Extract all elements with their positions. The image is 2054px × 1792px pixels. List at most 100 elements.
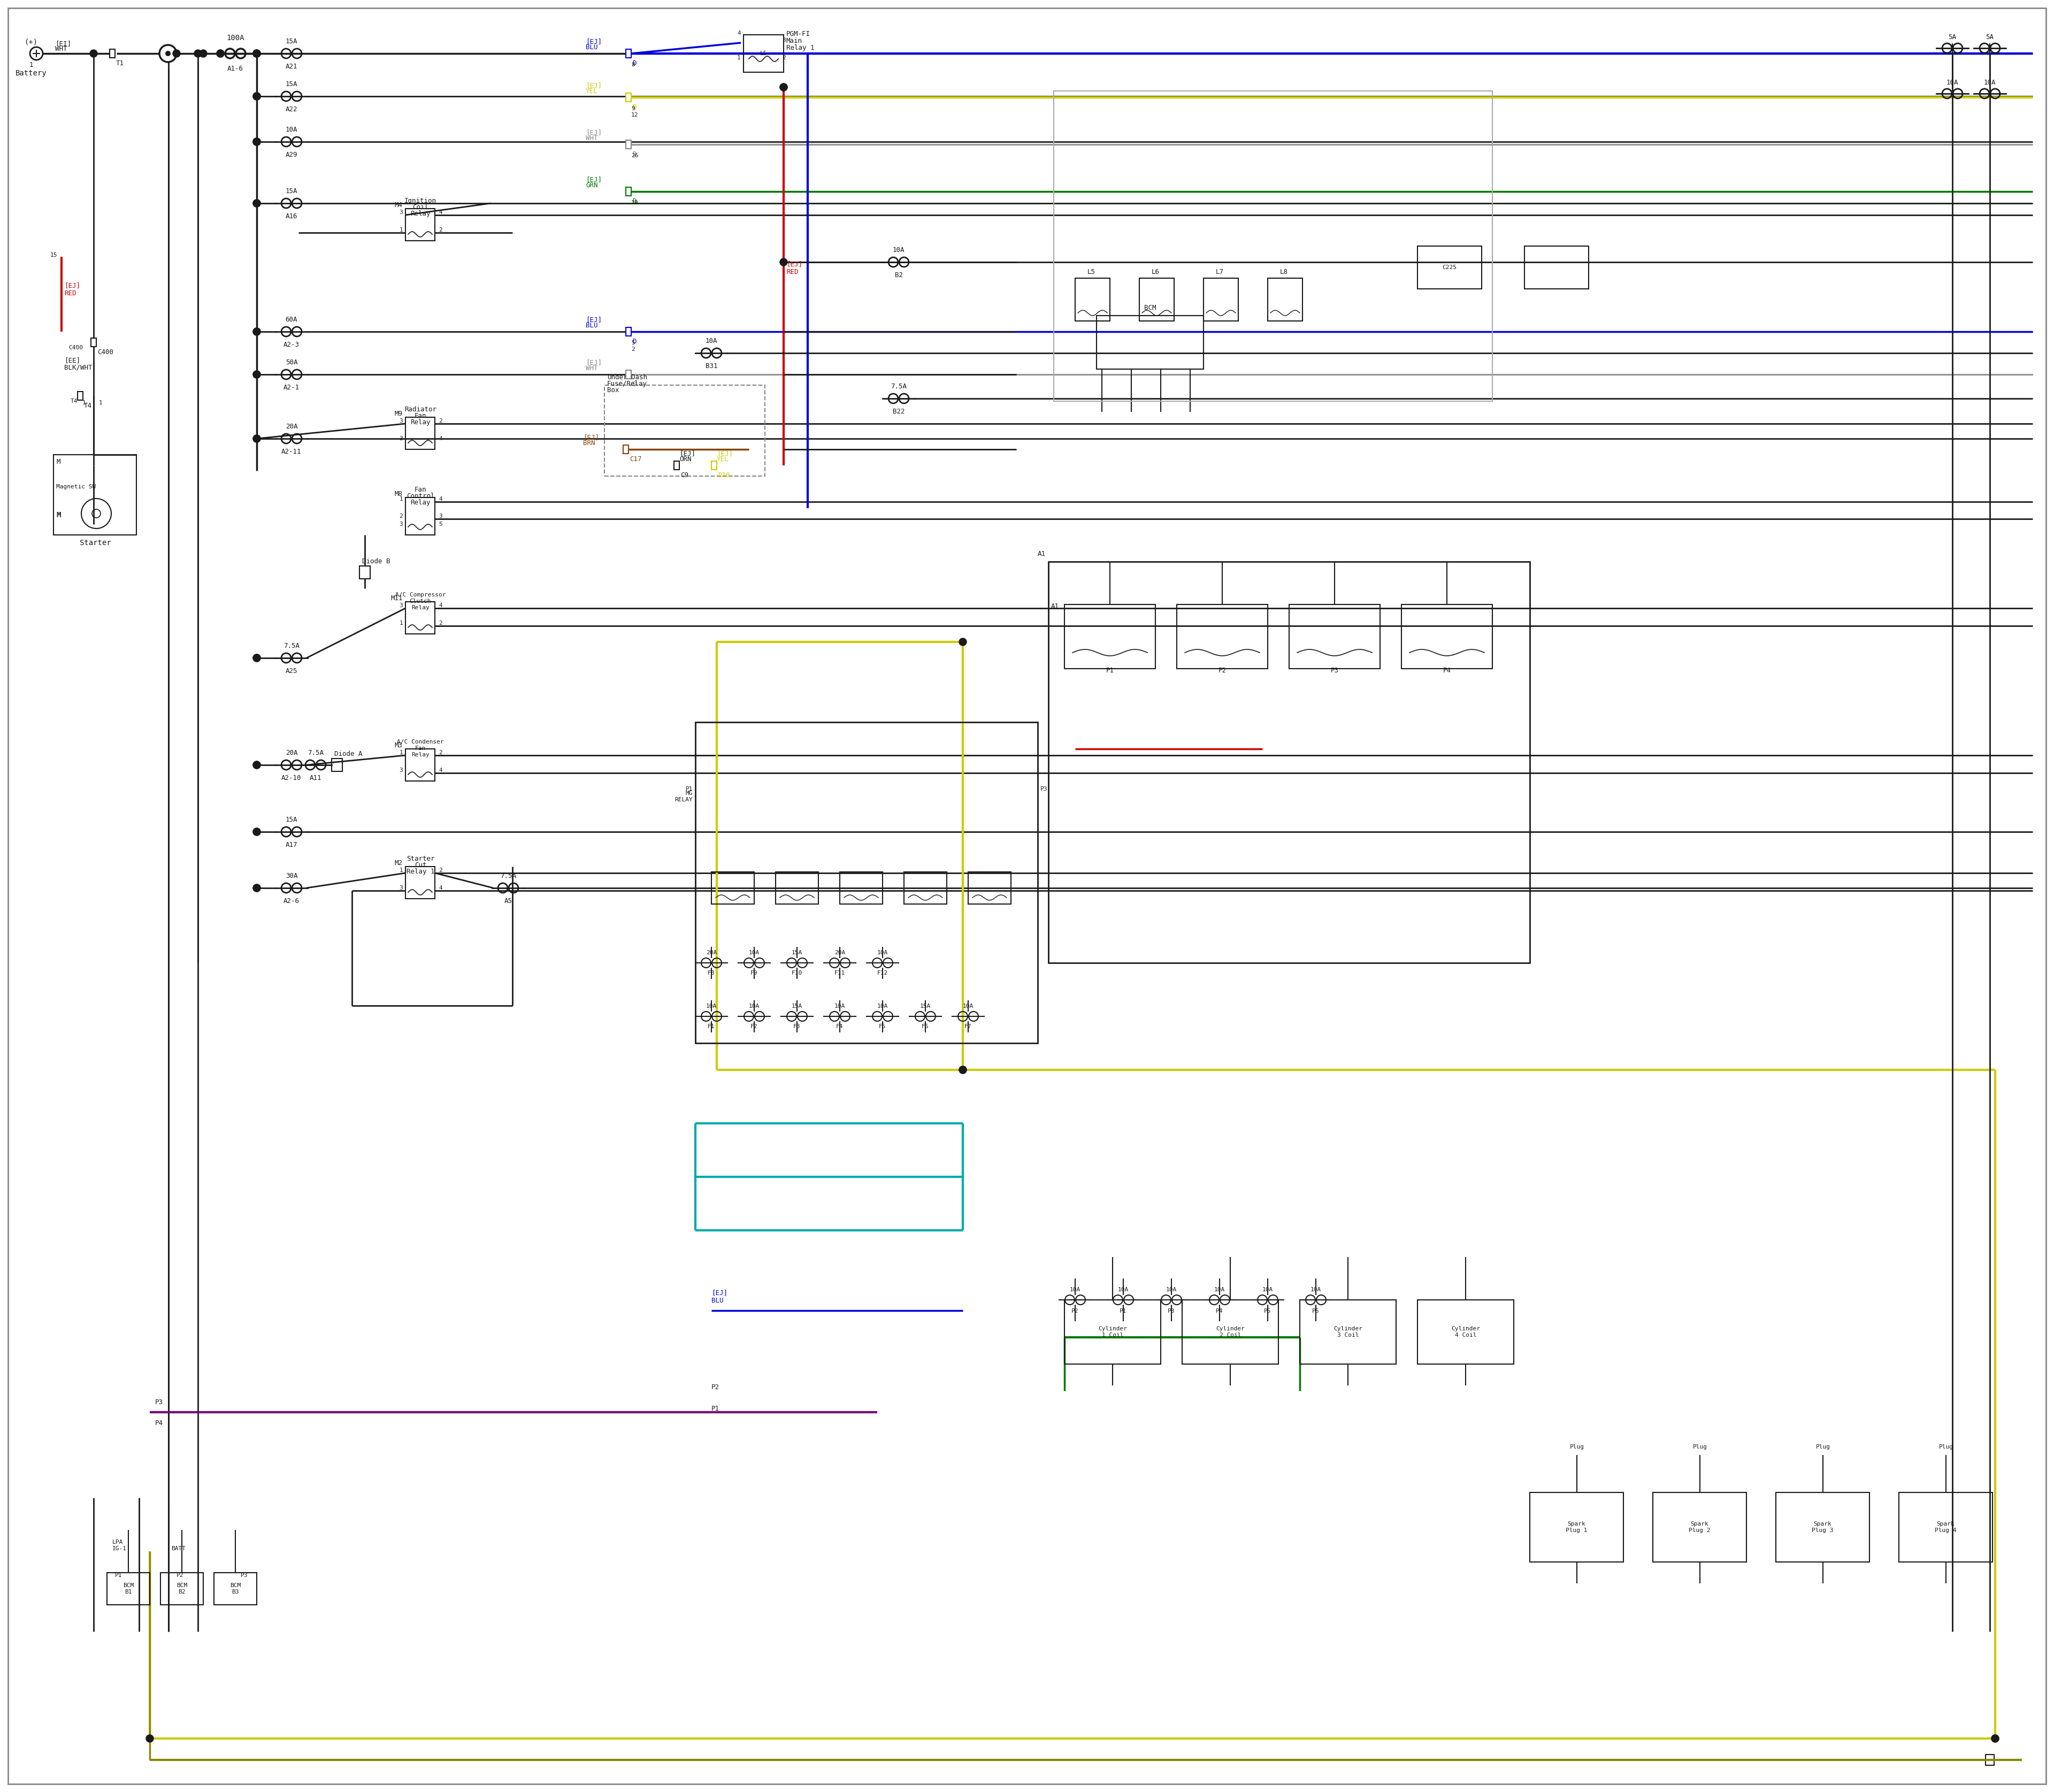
Bar: [1064, 1299, 1161, 1364]
Text: MG
RELAY: MG RELAY: [674, 790, 692, 803]
Text: A2-6: A2-6: [283, 898, 300, 905]
Bar: [1401, 604, 1493, 668]
Text: 2: 2: [398, 514, 403, 520]
Text: ORN: ORN: [680, 455, 692, 462]
Text: F6: F6: [922, 1023, 928, 1029]
Text: L7: L7: [1216, 269, 1224, 276]
Text: B22: B22: [893, 409, 904, 416]
Bar: [1300, 1299, 1397, 1364]
Text: [EJ]: [EJ]: [787, 260, 803, 267]
Text: 15A: 15A: [286, 817, 298, 823]
Text: 3: 3: [440, 514, 442, 520]
Text: 1: 1: [398, 620, 403, 625]
Text: Magnetic SW: Magnetic SW: [55, 484, 97, 489]
Text: Cylinder
3 Coil: Cylinder 3 Coil: [1333, 1326, 1362, 1339]
Bar: [1898, 1493, 1992, 1563]
Circle shape: [781, 84, 787, 91]
Text: 10A: 10A: [707, 1004, 717, 1009]
Text: WHT: WHT: [585, 134, 598, 142]
Text: F10: F10: [791, 969, 803, 975]
Text: BCM
B2: BCM B2: [177, 1582, 187, 1595]
Text: F8: F8: [709, 969, 715, 975]
Text: M3: M3: [394, 742, 403, 749]
Text: P4: P4: [156, 1419, 162, 1426]
Text: M: M: [55, 459, 60, 466]
Text: Spark
Plug 4: Spark Plug 4: [1935, 1521, 1957, 1532]
Bar: [214, 1573, 257, 1606]
Bar: [626, 93, 631, 102]
Text: 15A: 15A: [791, 1004, 803, 1009]
Text: M11: M11: [390, 595, 403, 602]
Circle shape: [781, 84, 787, 91]
Circle shape: [253, 50, 261, 57]
Text: 10A: 10A: [1167, 1287, 1177, 1292]
Text: A1: A1: [1052, 602, 1060, 609]
Text: 10A: 10A: [877, 950, 887, 955]
Text: 3: 3: [398, 418, 403, 423]
Text: BCM: BCM: [1144, 305, 1156, 312]
Text: Relay: Relay: [411, 419, 431, 426]
Text: 26: 26: [631, 152, 639, 158]
Text: 10A: 10A: [750, 1004, 760, 1009]
Text: D: D: [633, 382, 637, 387]
Text: 10A: 10A: [1984, 79, 1996, 86]
Text: 100A: 100A: [226, 34, 244, 41]
Text: 4: 4: [440, 210, 442, 215]
Bar: [405, 867, 435, 898]
Bar: [53, 455, 136, 536]
Circle shape: [195, 50, 201, 57]
Text: 4: 4: [737, 30, 741, 36]
Text: Plug: Plug: [1569, 1444, 1584, 1450]
Text: 19: 19: [631, 201, 639, 206]
Text: Cylinder
2 Coil: Cylinder 2 Coil: [1216, 1326, 1245, 1339]
Text: 2: 2: [783, 56, 785, 61]
Bar: [160, 1573, 203, 1606]
Text: L5: L5: [760, 50, 768, 56]
Bar: [776, 873, 817, 903]
Text: 2: 2: [440, 228, 442, 233]
Circle shape: [781, 258, 787, 265]
Bar: [109, 48, 115, 57]
Text: M: M: [55, 511, 62, 520]
Text: P1: P1: [1105, 667, 1113, 674]
Bar: [1530, 1493, 1623, 1563]
Text: [EJ]: [EJ]: [680, 450, 696, 457]
Text: 7.5A: 7.5A: [891, 383, 906, 391]
Text: 1: 1: [99, 400, 103, 405]
Bar: [626, 48, 631, 57]
Text: D: D: [633, 59, 637, 66]
Bar: [1524, 246, 1588, 289]
Text: PGM-FI: PGM-FI: [787, 30, 811, 38]
Text: GRN: GRN: [585, 181, 598, 188]
Text: 10A: 10A: [1070, 1287, 1080, 1292]
Text: Fan: Fan: [415, 486, 427, 493]
Bar: [1267, 278, 1302, 321]
Text: P6: P6: [1313, 1308, 1319, 1314]
Circle shape: [253, 138, 261, 145]
Text: A29: A29: [286, 151, 298, 158]
Text: P2: P2: [1072, 1308, 1078, 1314]
Text: 10A: 10A: [877, 1004, 887, 1009]
Text: 2: 2: [440, 418, 442, 423]
Text: 3: 3: [398, 885, 403, 891]
Circle shape: [216, 50, 224, 57]
Text: BCM
B1: BCM B1: [123, 1582, 134, 1595]
Text: P2: P2: [711, 1383, 719, 1391]
Text: Plug: Plug: [1816, 1444, 1830, 1450]
Text: F7: F7: [965, 1023, 972, 1029]
Text: BCM
B3: BCM B3: [230, 1582, 240, 1595]
Circle shape: [253, 328, 261, 335]
Text: RED: RED: [787, 269, 799, 276]
Text: P3: P3: [156, 1400, 162, 1405]
Bar: [331, 758, 343, 771]
Text: 2: 2: [440, 751, 442, 754]
Bar: [405, 208, 435, 240]
Text: BLU: BLU: [585, 323, 598, 330]
Text: F11: F11: [834, 969, 844, 975]
Bar: [626, 328, 631, 335]
Text: Relay: Relay: [411, 753, 429, 758]
Text: 3: 3: [398, 767, 403, 772]
Text: Cylinder
4 Coil: Cylinder 4 Coil: [1452, 1326, 1481, 1339]
Text: 4: 4: [440, 496, 442, 502]
Text: Relay 1: Relay 1: [407, 867, 435, 874]
